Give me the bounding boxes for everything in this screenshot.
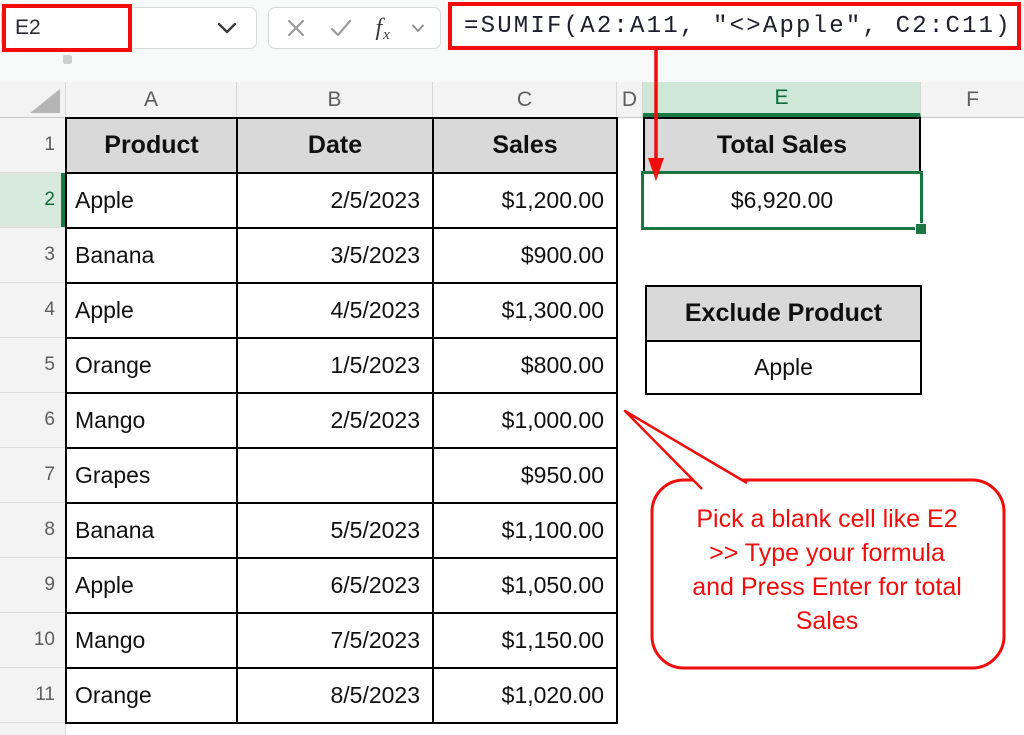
- cell-product[interactable]: Banana: [65, 502, 238, 559]
- cell-product[interactable]: Apple: [65, 282, 238, 339]
- cell-date[interactable]: 2/5/2023: [236, 172, 434, 229]
- cell-date[interactable]: 2/5/2023: [236, 392, 434, 449]
- cell-date[interactable]: 3/5/2023: [236, 227, 434, 284]
- table-row: Apple 2/5/2023 $1,200.00: [65, 172, 618, 229]
- name-box-dropdown-icon[interactable]: [216, 21, 238, 35]
- cell-product[interactable]: Orange: [65, 667, 238, 724]
- cell-sales[interactable]: $800.00: [432, 337, 618, 394]
- table-row: Orange 1/5/2023 $800.00: [65, 337, 618, 394]
- row-header-5[interactable]: 5: [0, 338, 65, 393]
- cell-date[interactable]: 7/5/2023: [236, 612, 434, 669]
- cell-product[interactable]: Apple: [65, 557, 238, 614]
- table-row: Mango 7/5/2023 $1,150.00: [65, 612, 618, 669]
- cell-product[interactable]: Mango: [65, 392, 238, 449]
- cell-sales[interactable]: $950.00: [432, 447, 618, 504]
- cell-product[interactable]: Apple: [65, 172, 238, 229]
- cell-product[interactable]: Orange: [65, 337, 238, 394]
- header-cell-sales[interactable]: Sales: [432, 117, 618, 174]
- row-header-7[interactable]: 7: [0, 448, 65, 503]
- column-header-strip: A B C D E F: [0, 82, 1024, 118]
- exclude-product-box: Exclude Product Apple: [645, 285, 922, 395]
- column-header-b[interactable]: B: [237, 82, 433, 117]
- name-box[interactable]: E2: [1, 7, 257, 49]
- cell-sales[interactable]: $1,200.00: [432, 172, 618, 229]
- cell-sales[interactable]: $1,050.00: [432, 557, 618, 614]
- formula-text: =SUMIF(A2:A11, "<>Apple", C2:C11): [464, 12, 1012, 40]
- cell-product[interactable]: Banana: [65, 227, 238, 284]
- header-cell-date[interactable]: Date: [236, 117, 434, 174]
- header-cell-product[interactable]: Product: [65, 117, 238, 174]
- row-header-10[interactable]: 10: [0, 613, 65, 668]
- cancel-icon[interactable]: [285, 17, 307, 39]
- row-header-8[interactable]: 8: [0, 503, 65, 558]
- fill-handle[interactable]: [915, 223, 927, 235]
- row-header-3[interactable]: 3: [0, 228, 65, 283]
- table-row: Mango 2/5/2023 $1,000.00: [65, 392, 618, 449]
- cell-date[interactable]: 8/5/2023: [236, 667, 434, 724]
- exclude-product-value-cell[interactable]: Apple: [754, 354, 813, 380]
- column-header-c[interactable]: C: [433, 82, 617, 117]
- table-header-row: Product Date Sales: [65, 117, 618, 174]
- column-header-f[interactable]: F: [966, 87, 979, 111]
- formula-bar-divider-handle[interactable]: [63, 55, 72, 64]
- select-all-triangle-icon: [30, 89, 60, 113]
- row-header-4[interactable]: 4: [0, 283, 65, 338]
- cell-date[interactable]: [236, 447, 434, 504]
- cell-product[interactable]: Mango: [65, 612, 238, 669]
- table-row: Banana 3/5/2023 $900.00: [65, 227, 618, 284]
- total-sales-header-cell[interactable]: Total Sales: [643, 117, 921, 173]
- column-header-d[interactable]: D: [617, 82, 643, 117]
- callout-line: >> Type your formula: [709, 539, 945, 567]
- name-box-value: E2: [15, 16, 41, 39]
- callout-line: and Press Enter for total: [692, 573, 962, 601]
- row-header-9[interactable]: 9: [0, 558, 65, 613]
- callout-text: Pick a blank cell like E2 >> Type your f…: [666, 502, 988, 638]
- table-row: Banana 5/5/2023 $1,100.00: [65, 502, 618, 559]
- row-header-strip: 1 2 3 4 5 6 7 8 9 10 11: [0, 118, 66, 735]
- exclude-product-header-cell[interactable]: Exclude Product: [647, 287, 920, 342]
- cell-date[interactable]: 6/5/2023: [236, 557, 434, 614]
- cell-sales[interactable]: $1,100.00: [432, 502, 618, 559]
- row-header-2-selected[interactable]: 2: [0, 173, 65, 228]
- row-header-1[interactable]: 1: [0, 118, 65, 173]
- row-header-6[interactable]: 6: [0, 393, 65, 448]
- cell-sales[interactable]: $900.00: [432, 227, 618, 284]
- selected-cell-e2[interactable]: $6,920.00: [641, 171, 923, 230]
- cell-sales[interactable]: $1,020.00: [432, 667, 618, 724]
- callout-line: Sales: [795, 607, 859, 635]
- cell-sales[interactable]: $1,150.00: [432, 612, 618, 669]
- cell-product[interactable]: Grapes: [65, 447, 238, 504]
- table-row: Apple 6/5/2023 $1,050.00: [65, 557, 618, 614]
- cell-date[interactable]: 1/5/2023: [236, 337, 434, 394]
- select-all-button[interactable]: [0, 82, 66, 117]
- fx-dropdown-icon[interactable]: [412, 24, 424, 33]
- row-header-11[interactable]: 11: [0, 668, 65, 723]
- table-row: Grapes $950.00: [65, 447, 618, 504]
- column-header-a[interactable]: A: [66, 82, 237, 117]
- table-row: Orange 8/5/2023 $1,020.00: [65, 667, 618, 724]
- table-row: Apple 4/5/2023 $1,300.00: [65, 282, 618, 339]
- sales-table: Product Date Sales Apple 2/5/2023 $1,200.0…: [65, 117, 618, 724]
- cell-sales[interactable]: $1,000.00: [432, 392, 618, 449]
- cell-date[interactable]: 4/5/2023: [236, 282, 434, 339]
- cell-sales[interactable]: $1,300.00: [432, 282, 618, 339]
- enter-icon[interactable]: [329, 18, 353, 38]
- column-header-e-selected[interactable]: E: [643, 82, 921, 117]
- callout-line: Pick a blank cell like E2: [696, 505, 958, 533]
- cell-date[interactable]: 5/5/2023: [236, 502, 434, 559]
- formula-input[interactable]: =SUMIF(A2:A11, "<>Apple", C2:C11): [448, 2, 1021, 50]
